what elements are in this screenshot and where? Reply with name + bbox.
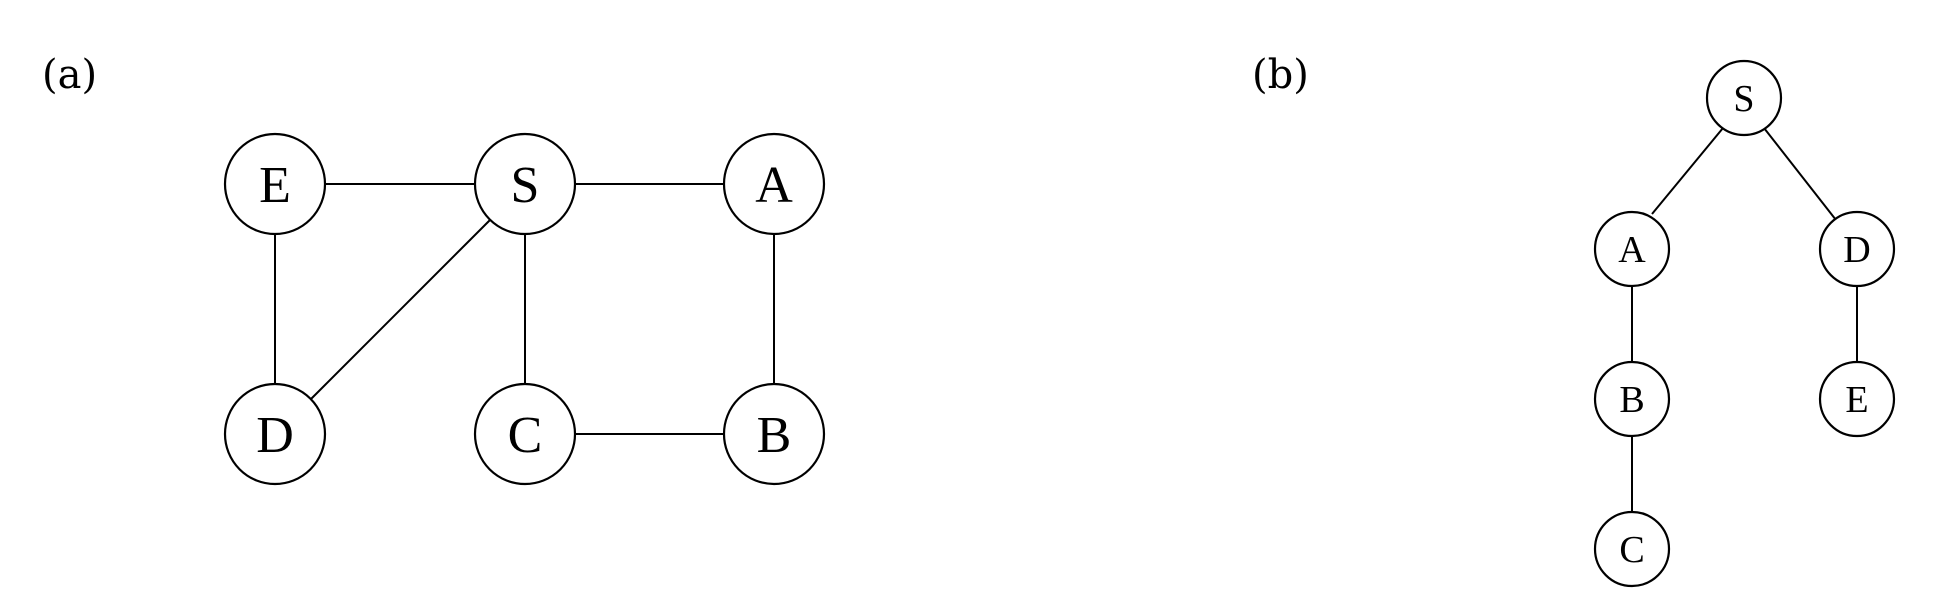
node-e-b: E — [1818, 360, 1896, 438]
node-label: A — [1618, 229, 1646, 271]
node-b-b: B — [1593, 360, 1671, 438]
tree-b: (b) S A D B E C — [1252, 52, 1896, 588]
panel-label-b: (b) — [1252, 52, 1309, 98]
node-s-b: S — [1705, 59, 1783, 137]
edges-b — [1631, 127, 1858, 512]
node-label: C — [1619, 529, 1644, 571]
panel-label-a: (a) — [42, 52, 97, 98]
node-label: B — [757, 407, 792, 464]
node-label: S — [511, 157, 540, 214]
node-a-a: A — [722, 132, 826, 236]
node-s-a: S — [473, 132, 577, 236]
node-e-a: E — [223, 132, 327, 236]
node-c-b: C — [1593, 510, 1671, 588]
node-label: E — [259, 157, 291, 214]
graph-a: (a) E S A D C — [42, 52, 826, 486]
node-label: D — [256, 407, 294, 464]
edge-s-a — [1651, 127, 1724, 215]
node-label: S — [1733, 78, 1754, 120]
node-d-a: D — [223, 382, 327, 486]
node-a-b: A — [1593, 210, 1671, 288]
node-label: D — [1843, 229, 1870, 271]
node-label: B — [1619, 379, 1644, 421]
node-label: A — [755, 157, 793, 214]
node-c-a: C — [473, 382, 577, 486]
node-label: E — [1845, 379, 1868, 421]
edge-s-d — [310, 219, 491, 400]
edge-s-d — [1763, 127, 1837, 221]
node-label: C — [508, 407, 543, 464]
edges-a — [274, 183, 775, 435]
node-d-b: D — [1818, 210, 1896, 288]
node-b-a: B — [722, 382, 826, 486]
